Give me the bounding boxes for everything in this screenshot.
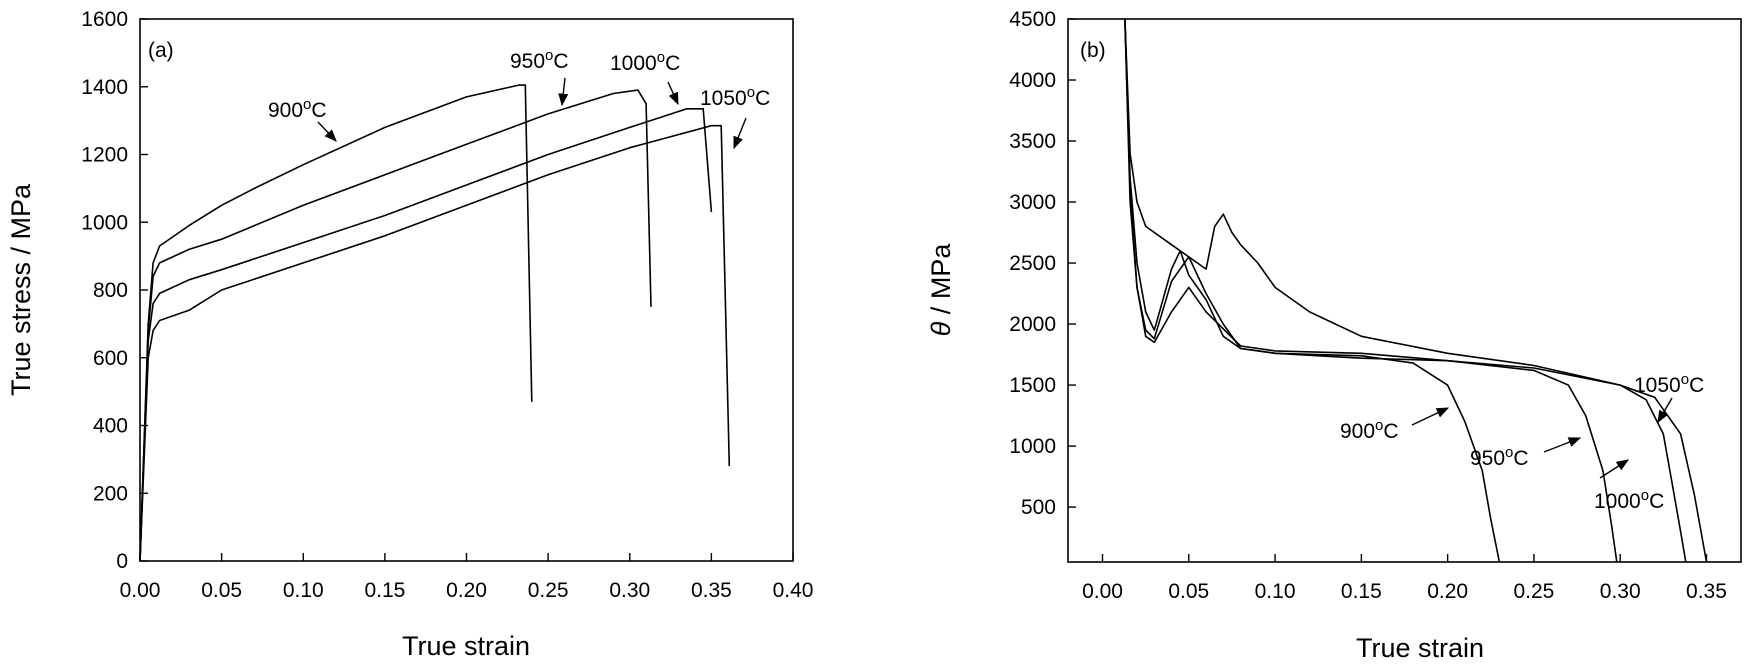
y-tick-label: 1400 — [81, 76, 128, 99]
curve-a-900c — [139, 84, 533, 562]
curve-a-1000c — [139, 108, 713, 562]
annotation-a-900: 900oC — [268, 96, 327, 122]
curve-a-1050c — [139, 124, 731, 562]
x-tick-label: 0.10 — [1255, 580, 1296, 603]
x-axis-label-a: True strain — [402, 631, 530, 661]
y-tick-label: 200 — [93, 482, 128, 505]
x-tick-label: 0.25 — [1513, 580, 1554, 603]
chart-panel-a: 0.00 0.05 0.10 0.15 0.20 0.25 0.30 0.35 0.40 0 200… — [6, 8, 813, 661]
curve-b-1000c — [1124, 18, 1687, 563]
annotation-a-1000: 1000oC — [610, 49, 680, 75]
annotation-arrow-b-1000 — [1599, 459, 1630, 479]
y-tick-label: 600 — [93, 347, 128, 370]
ticks-b: 0.00 0.05 0.10 0.15 0.20 0.25 0.30 0.35 500 1000 1… — [1009, 8, 1727, 603]
y-tick-label: 4000 — [1009, 69, 1056, 92]
y-tick-label: 1000 — [1009, 435, 1056, 458]
x-tick-label: 0.15 — [364, 579, 405, 602]
x-tick-label: 0.25 — [528, 579, 569, 602]
curve-a-950c — [139, 89, 652, 562]
x-tick-label: 0.05 — [201, 579, 242, 602]
annotation-b-950: 950oC — [1470, 444, 1529, 470]
annotation-arrow-b-1050 — [1657, 397, 1673, 424]
annotation-b-900: 900oC — [1340, 417, 1399, 443]
y-tick-label: 400 — [93, 415, 128, 438]
y-axis-label-a: True stress / MPa — [6, 183, 36, 396]
y-tick-label: 3500 — [1009, 130, 1056, 153]
annotation-arrow-b-900 — [1411, 407, 1450, 426]
y-tick-label: 1000 — [81, 211, 128, 234]
y-axis-label-b: θ / MPa — [926, 243, 956, 337]
x-tick-label: 0.30 — [1600, 580, 1641, 603]
x-tick-label: 0.15 — [1341, 580, 1382, 603]
annotation-arrow-a-1000 — [667, 81, 679, 106]
annotation-b-1000: 1000oC — [1594, 487, 1664, 513]
plot-frame-a — [139, 18, 794, 562]
panel-label-b: (b) — [1080, 39, 1106, 62]
y-tick-label: 2500 — [1009, 252, 1056, 275]
y-tick-label: 0 — [116, 550, 128, 573]
chart-panel-b: 0.00 0.05 0.10 0.15 0.20 0.25 0.30 0.35 500 1000 1… — [926, 8, 1742, 663]
y-tick-label: 1600 — [81, 8, 128, 31]
curves-b — [1124, 18, 1708, 563]
plot-frame-b — [1067, 18, 1742, 563]
x-tick-label: 0.20 — [446, 579, 487, 602]
x-tick-label: 0.00 — [120, 579, 161, 602]
x-tick-label: 0.00 — [1082, 580, 1123, 603]
y-tick-label: 2000 — [1009, 313, 1056, 336]
y-tick-label: 4500 — [1009, 8, 1056, 31]
y-tick-label: 1500 — [1009, 374, 1056, 397]
panel-label-a: (a) — [148, 39, 174, 62]
x-tick-label: 0.10 — [283, 579, 324, 602]
y-tick-label: 500 — [1021, 496, 1056, 519]
y-tick-label: 800 — [93, 279, 128, 302]
annotation-a-950: 950oC — [510, 47, 569, 73]
ticks-a: 0.00 0.05 0.10 0.15 0.20 0.25 0.30 0.35 0.40 0 200… — [81, 8, 813, 602]
x-tick-label: 0.30 — [609, 579, 650, 602]
x-tick-label: 0.35 — [691, 579, 732, 602]
annotation-a-1050: 1050oC — [700, 84, 770, 110]
x-tick-label: 0.40 — [773, 579, 814, 602]
x-tick-label: 0.35 — [1686, 580, 1727, 603]
curve-b-900c — [1124, 18, 1501, 563]
annotation-arrow-b-950 — [1543, 437, 1582, 453]
annotation-arrow-a-1050 — [733, 117, 747, 150]
y-tick-label: 1200 — [81, 144, 128, 167]
curves-a — [139, 84, 731, 562]
y-tick-label: 3000 — [1009, 191, 1056, 214]
curve-b-950c — [1124, 18, 1618, 563]
x-axis-label-b: True strain — [1356, 633, 1484, 663]
x-tick-label: 0.05 — [1168, 580, 1209, 603]
x-tick-label: 0.20 — [1427, 580, 1468, 603]
annotation-b-1050: 1050oC — [1634, 371, 1704, 397]
annotation-arrow-a-900 — [317, 121, 337, 142]
annotation-arrow-a-950 — [558, 77, 569, 107]
curve-b-1050c — [1124, 18, 1708, 563]
